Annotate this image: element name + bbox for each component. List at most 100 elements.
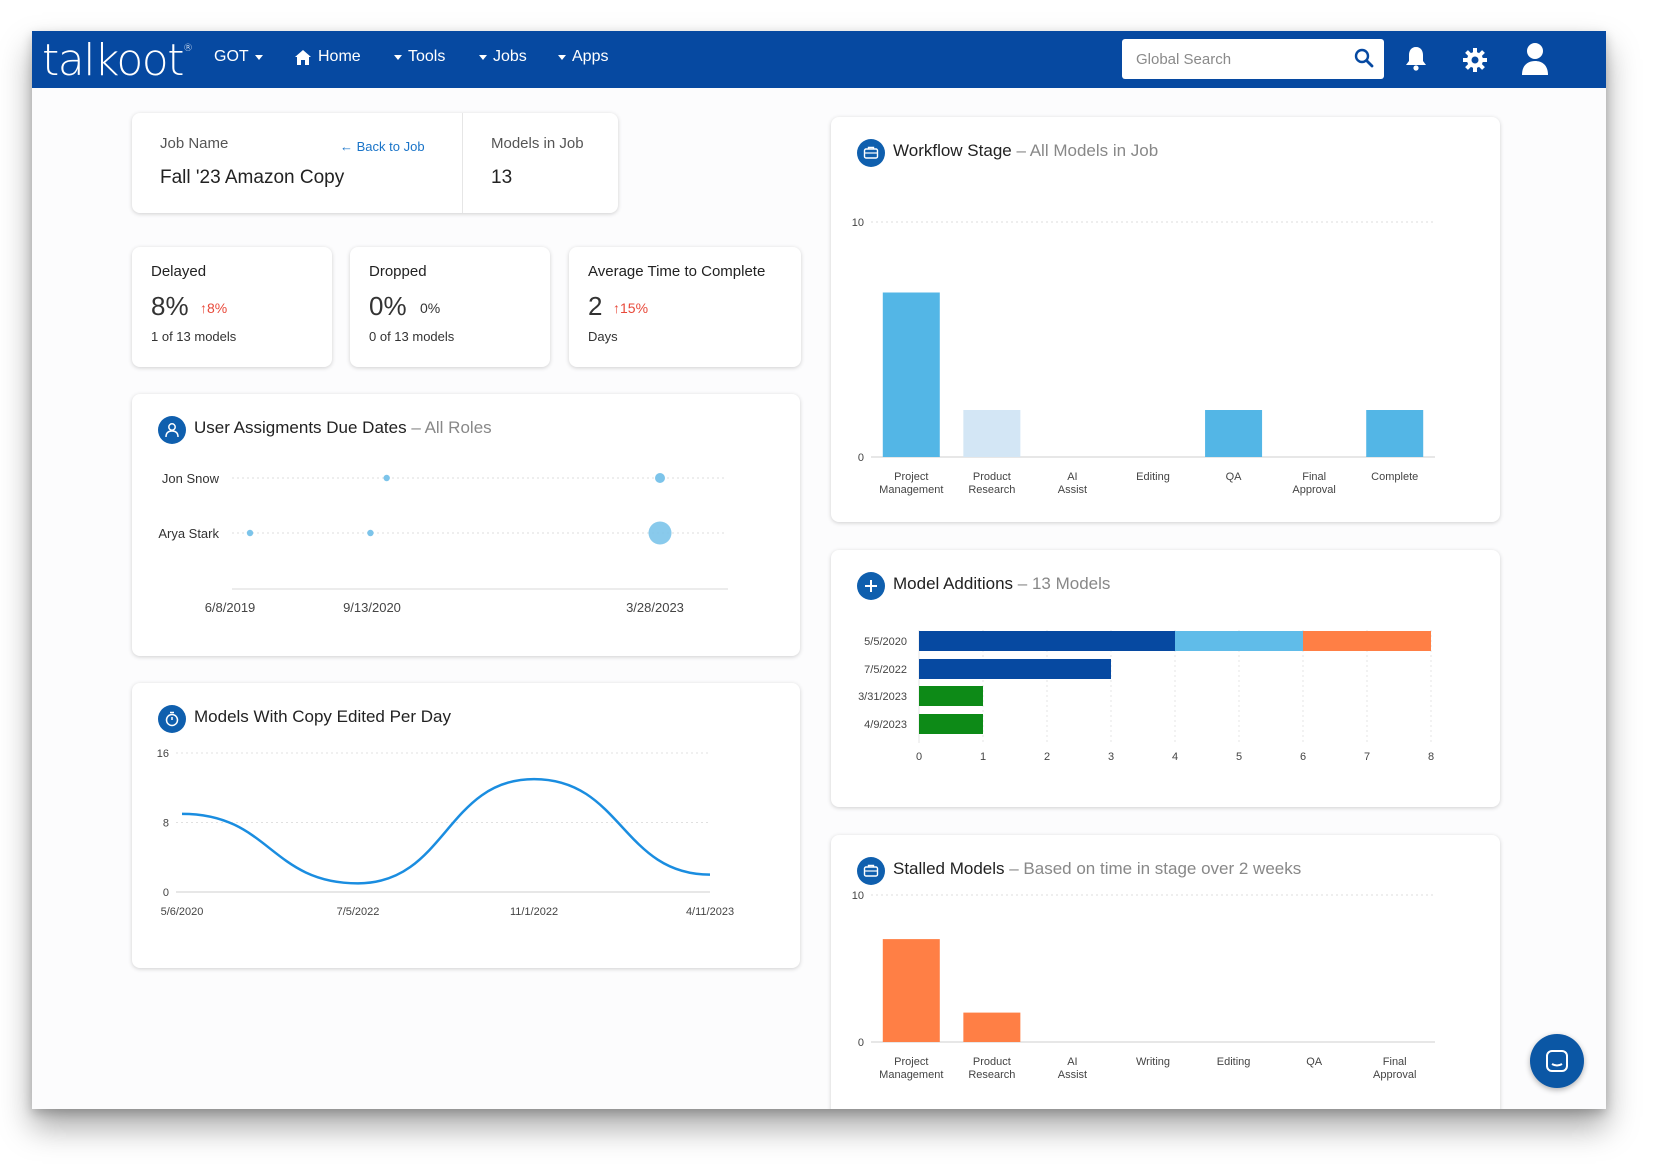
stat-delta: 0% <box>420 300 441 316</box>
arrow-up-icon: ↑ <box>613 300 620 316</box>
x-tick-label: Approval <box>1373 1069 1416 1081</box>
bar <box>963 410 1021 457</box>
nav-client-menu[interactable]: GOT <box>214 48 263 66</box>
x-tick-label: Management <box>879 1069 943 1081</box>
bar-segment <box>919 631 1175 651</box>
caret-down-icon <box>558 54 566 60</box>
nav-home[interactable]: Home <box>294 48 361 66</box>
x-tick-label: Project <box>894 1056 928 1068</box>
row-label: Jon Snow <box>162 471 220 486</box>
model-additions-chart: 0 1 2 3 4 5 6 7 8 5/5/2020 7/5/2022 3/31/2023 4/9/20… <box>858 630 1434 763</box>
stat-card-dropped: Dropped 0% 0% 0 of 13 models <box>350 247 550 367</box>
briefcase-icon <box>857 857 885 885</box>
scatter-point <box>655 473 665 483</box>
x-tick-label: 8 <box>1428 751 1434 763</box>
x-tick-label: Product <box>973 471 1011 483</box>
bell-icon[interactable] <box>1404 45 1428 71</box>
x-tick-label: 11/1/2022 <box>510 906 558 918</box>
x-tick-label: Assist <box>1058 484 1087 496</box>
gear-icon[interactable] <box>1462 47 1488 73</box>
y-tick-label: 5/5/2020 <box>864 636 907 648</box>
y-tick-label: 8 <box>163 818 169 830</box>
back-arrow-icon: ← <box>340 139 353 154</box>
x-tick-label: 9/13/2020 <box>343 600 401 615</box>
copy-edited-chart: 0 8 16 5/6/2020 7/5/2022 11/1/2022 4/11/2023 <box>157 748 734 918</box>
user-icon[interactable] <box>1520 41 1550 77</box>
x-tick-label: 6/8/2019 <box>205 600 256 615</box>
bar-segment <box>1303 631 1431 651</box>
stat-card-avg-time: Average Time to Complete 2 ↑15% Days <box>569 247 801 367</box>
y-tick-label: 0 <box>163 887 169 899</box>
nav-jobs-menu[interactable]: Jobs <box>479 48 527 66</box>
bar-segment <box>919 714 983 734</box>
x-tick-label: 5/6/2020 <box>161 906 204 918</box>
y-tick-label: 10 <box>852 217 864 229</box>
user-assignments-chart: Jon Snow Arya Stark 6/8/2019 9/13/2020 3/28/… <box>158 471 728 615</box>
scatter-point <box>367 529 374 537</box>
x-tick-label: Final <box>1383 1056 1407 1068</box>
search-icon[interactable] <box>1354 48 1374 68</box>
nav-home-label: Home <box>318 48 361 65</box>
stat-sub: 1 of 13 models <box>151 329 237 344</box>
x-tick-label: 3/28/2023 <box>626 600 684 615</box>
scatter-point <box>383 474 390 482</box>
bar-segment <box>919 659 1111 679</box>
x-tick-label: 2 <box>1044 751 1050 763</box>
bar <box>882 292 940 457</box>
bar <box>882 939 940 1042</box>
user-assignments-card: User Assigments Due Dates – All Roles Jo… <box>132 394 800 656</box>
nav-client-label: GOT <box>214 48 249 65</box>
models-in-job-label: Models in Job <box>491 135 584 152</box>
bar-segment <box>1175 631 1303 651</box>
x-tick-label: Research <box>968 1069 1015 1081</box>
x-tick-label: Editing <box>1136 471 1170 483</box>
top-nav-bar: talkoot® GOT Home Tools Jobs Apps <box>32 31 1606 88</box>
job-name-value: Fall '23 Amazon Copy <box>160 167 345 188</box>
home-icon <box>295 49 311 65</box>
x-tick-label: Product <box>973 1056 1011 1068</box>
arrow-up-icon: ↑ <box>200 300 207 316</box>
row-label: Arya Stark <box>158 526 219 541</box>
nav-apps-label: Apps <box>572 48 609 65</box>
x-tick-label: 0 <box>916 751 922 763</box>
bar-segment <box>919 686 983 706</box>
x-tick-label: 7/5/2022 <box>337 906 380 918</box>
briefcase-icon <box>857 139 885 167</box>
x-tick-label: 5 <box>1236 751 1242 763</box>
plus-icon <box>857 572 885 600</box>
bar <box>963 1012 1021 1042</box>
nav-apps-menu[interactable]: Apps <box>558 48 608 66</box>
bar <box>1205 410 1263 457</box>
job-info-card: Job Name ← Back to Job Fall '23 Amazon C… <box>132 113 618 213</box>
stat-delta: ↑8% <box>200 300 228 316</box>
talkoot-logo[interactable]: talkoot® <box>42 35 193 86</box>
stat-title: Dropped <box>369 263 427 280</box>
bar <box>1366 410 1424 457</box>
stat-sub: 0 of 13 models <box>369 329 455 344</box>
back-to-job-link[interactable]: ← Back to Job <box>340 139 425 154</box>
nav-tools-menu[interactable]: Tools <box>394 48 445 66</box>
clock-icon <box>158 705 186 733</box>
x-tick-label: Writing <box>1136 1056 1170 1068</box>
model-additions-card: Model Additions – 13 Models 0 1 2 3 4 5 6 7 8 5/5… <box>831 550 1500 807</box>
y-tick-label: 10 <box>852 890 864 902</box>
x-tick-label: Editing <box>1217 1056 1251 1068</box>
chat-button[interactable] <box>1530 1034 1584 1088</box>
x-tick-label: 4/11/2023 <box>686 906 734 918</box>
chat-icon <box>1546 1050 1568 1072</box>
x-tick-label: QA <box>1226 471 1243 483</box>
user-circle-icon <box>158 416 186 444</box>
nav-tools-label: Tools <box>408 48 446 65</box>
x-tick-label: Complete <box>1371 471 1418 483</box>
x-tick-label: 3 <box>1108 751 1114 763</box>
global-search-input[interactable] <box>1122 39 1342 79</box>
copy-edited-card: Models With Copy Edited Per Day 0 8 16 5/6/… <box>132 683 800 968</box>
card-title: Stalled Models – Based on time in stage … <box>893 859 1302 878</box>
global-search <box>1122 39 1384 79</box>
card-title: Workflow Stage – All Models in Job <box>893 141 1159 160</box>
back-to-job-label: Back to Job <box>356 139 425 154</box>
x-tick-label: Approval <box>1292 484 1335 496</box>
x-tick-label: QA <box>1306 1056 1323 1068</box>
